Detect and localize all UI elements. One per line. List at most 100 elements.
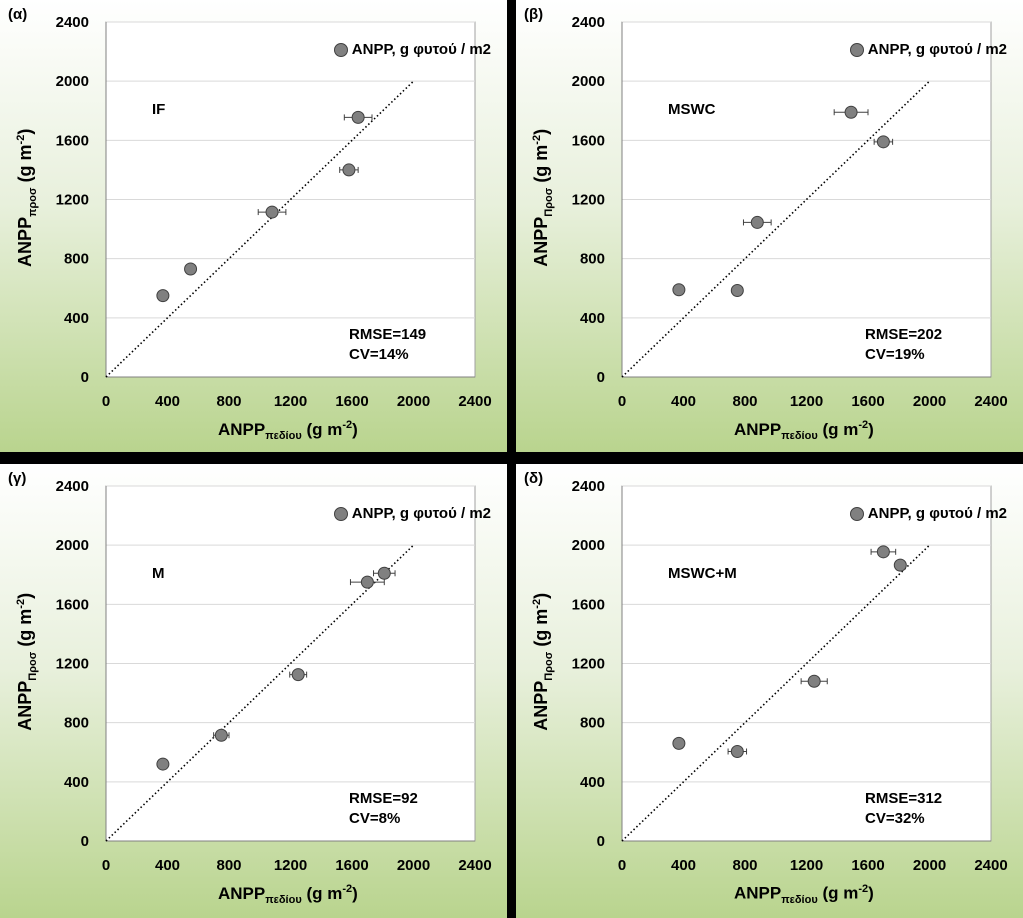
y-tick-label: 2400 xyxy=(56,478,89,495)
x-tick-label: 1600 xyxy=(851,857,884,874)
y-tick-label: 0 xyxy=(81,833,89,850)
panel-label: (δ) xyxy=(524,470,544,487)
x-axis-title-main: ANPP xyxy=(734,883,782,903)
y-axis-title-sup: -2 xyxy=(15,598,28,609)
stats-box: RMSE=92 CV=8% xyxy=(349,789,418,829)
y-tick-label: 800 xyxy=(580,251,605,268)
y-tick-label: 800 xyxy=(64,715,89,732)
y-axis-title: ANPPΠροσ (g m-2) xyxy=(531,88,555,308)
y-tick-label: 1600 xyxy=(56,596,89,613)
data-point xyxy=(184,262,198,276)
x-tick-label: 1600 xyxy=(335,393,368,410)
y-axis-title-main: ANPP xyxy=(15,680,36,731)
y-tick-label: 2000 xyxy=(572,73,605,90)
y-axis-title-main: ANPP xyxy=(531,216,552,267)
treatment-label: MSWC xyxy=(668,101,716,118)
data-point xyxy=(156,289,170,303)
legend-marker xyxy=(849,506,864,521)
y-tick-label: 0 xyxy=(597,369,605,386)
x-axis-title-close: ) xyxy=(352,419,358,439)
x-tick-label: 0 xyxy=(618,393,626,410)
y-axis-title: ANPPΠροσ (g m-2) xyxy=(531,552,555,772)
one-to-one-line xyxy=(105,544,415,842)
y-tick-label: 400 xyxy=(580,774,605,791)
y-axis-title-main: ANPP xyxy=(15,216,36,267)
data-point xyxy=(672,283,686,297)
x-axis-title-close: ) xyxy=(868,419,874,439)
data-point xyxy=(807,674,821,688)
y-tick-label: 400 xyxy=(580,310,605,327)
y-axis-title-sub: Προσ xyxy=(542,651,555,681)
y-tick-label: 0 xyxy=(597,833,605,850)
data-point xyxy=(156,757,170,771)
x-tick-label: 2000 xyxy=(913,393,946,410)
y-tick-label: 1200 xyxy=(572,656,605,673)
y-tick-label: 800 xyxy=(64,251,89,268)
x-axis-title-sup: -2 xyxy=(858,419,869,431)
y-tick-label: 1200 xyxy=(56,656,89,673)
data-point xyxy=(876,135,890,149)
chart-panel-alpha: 0 400 800 1200 1600 2000 2400 0 400 800 1200 1600 20… xyxy=(0,0,507,452)
x-tick-label: 800 xyxy=(732,857,757,874)
data-point xyxy=(730,745,744,759)
scatter-plot-alpha: 0 400 800 1200 1600 2000 2400 0 400 800 1200 1600 20… xyxy=(56,14,492,410)
legend-label: ANPP, g φυτού / m2 xyxy=(351,505,491,522)
x-tick-label: 2000 xyxy=(397,393,430,410)
x-tick-label: 0 xyxy=(102,393,110,410)
x-axis-title-unit: (g m xyxy=(301,883,343,903)
y-tick-label: 2400 xyxy=(572,478,605,495)
cv-value: CV=8% xyxy=(349,810,401,827)
x-axis-title-main: ANPP xyxy=(218,419,266,439)
x-axis-title-unit: (g m xyxy=(817,883,859,903)
x-axis-title-sub: πεδίου xyxy=(265,430,302,443)
y-axis-title-sub: Προσ xyxy=(26,651,39,681)
x-tick-label: 0 xyxy=(618,857,626,874)
y-tick-label: 400 xyxy=(64,310,89,327)
stats-box: RMSE=149 CV=14% xyxy=(349,325,426,365)
legend-label: ANPP, g φυτού / m2 xyxy=(867,41,1007,58)
stats-box: RMSE=312 CV=32% xyxy=(865,789,942,829)
legend-marker xyxy=(333,42,348,57)
data-point xyxy=(214,728,228,742)
cv-value: CV=32% xyxy=(865,810,925,827)
x-tick-label: 1600 xyxy=(851,393,884,410)
x-tick-label: 1200 xyxy=(274,393,307,410)
x-tick-label: 1600 xyxy=(335,857,368,874)
legend: ANPP, g φυτού / m2 xyxy=(849,41,1007,58)
x-tick-label: 400 xyxy=(671,393,696,410)
treatment-label: MSWC+M xyxy=(668,565,737,582)
y-axis-title-unit: (g m xyxy=(531,144,552,188)
rmse-value: RMSE=92 xyxy=(349,790,418,807)
y-axis-title-main: ANPP xyxy=(531,680,552,731)
chart-panel-gamma: 0 400 800 1200 1600 2000 2400 0 400 800 1200 1600 20… xyxy=(0,464,507,918)
x-axis-title: ANPPπεδίου (g m-2) xyxy=(218,883,358,906)
y-axis-title: ANPPΠροσ (g m-2) xyxy=(15,552,39,772)
scatter-plot-delta: 0 400 800 1200 1600 2000 2400 0 400 800 1200 1600 20… xyxy=(572,478,1008,874)
data-point xyxy=(351,110,365,124)
x-axis-title-close: ) xyxy=(352,883,358,903)
legend: ANPP, g φυτού / m2 xyxy=(333,41,491,58)
x-axis-title-sub: πεδίου xyxy=(265,894,302,907)
rmse-value: RMSE=312 xyxy=(865,790,943,807)
legend: ANPP, g φυτού / m2 xyxy=(333,505,491,522)
scatter-plot-gamma: 0 400 800 1200 1600 2000 2400 0 400 800 1200 1600 20… xyxy=(56,478,492,874)
y-axis-title-close: ) xyxy=(531,128,552,135)
y-tick-label: 2400 xyxy=(56,14,89,31)
y-axis-title-sub: προσ xyxy=(26,187,39,217)
x-axis-title-sup: -2 xyxy=(342,419,353,431)
x-axis-title-sup: -2 xyxy=(342,883,353,895)
y-tick-label: 1200 xyxy=(56,192,89,209)
x-axis-title-sup: -2 xyxy=(858,883,869,895)
x-axis-title: ANPPπεδίου (g m-2) xyxy=(218,419,358,442)
y-tick-label: 0 xyxy=(81,369,89,386)
stats-box: RMSE=202 CV=19% xyxy=(865,325,942,365)
y-tick-label: 2000 xyxy=(56,537,89,554)
y-tick-label: 2000 xyxy=(572,537,605,554)
x-axis-title-sub: πεδίου xyxy=(781,430,818,443)
y-axis-title: ANPPπροσ (g m-2) xyxy=(15,88,39,308)
data-point xyxy=(750,215,764,229)
x-tick-label: 2400 xyxy=(974,393,1007,410)
x-tick-label: 800 xyxy=(216,857,241,874)
x-axis-title: ANPPπεδίου (g m-2) xyxy=(734,419,874,442)
x-tick-label: 400 xyxy=(671,857,696,874)
